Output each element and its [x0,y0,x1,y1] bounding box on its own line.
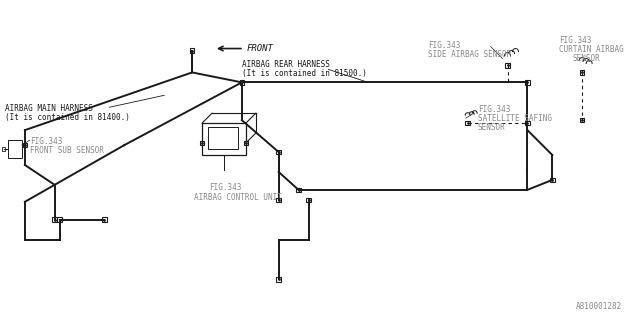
Text: SIDE AIRBAG SENSOR: SIDE AIRBAG SENSOR [428,50,511,59]
Bar [465,121,470,125]
Text: FIG.343: FIG.343 [477,105,510,114]
Bar [2,147,5,151]
Bar [550,178,555,182]
Bar [239,80,244,85]
Text: A810001282: A810001282 [576,302,622,311]
Bar [525,121,530,125]
Bar [58,218,62,222]
Bar [276,277,281,282]
Text: FRONT: FRONT [247,44,274,53]
Bar [8,140,22,158]
Text: SENSOR: SENSOR [477,123,506,132]
Text: SENSOR: SENSOR [572,53,600,62]
Text: SATELLITE SAFING: SATELLITE SAFING [477,114,552,123]
Bar [276,150,281,154]
Bar [200,141,204,145]
Bar [102,218,107,222]
Text: (It is contained in 81400.): (It is contained in 81400.) [5,113,130,122]
Bar [22,143,27,147]
Text: CURTAIN AIRBAG: CURTAIN AIRBAG [559,44,624,53]
Bar [202,123,246,155]
Bar [52,218,57,222]
Text: FIG.343: FIG.343 [209,183,241,192]
Bar [580,118,584,123]
Bar [505,63,510,68]
Bar [580,70,584,75]
Text: AIRBAG MAIN HARNESS: AIRBAG MAIN HARNESS [5,104,93,113]
Text: FIG.343: FIG.343 [30,137,62,146]
Bar [276,197,281,202]
Text: FIG.343: FIG.343 [559,36,591,44]
Bar [525,80,530,85]
Text: FRONT SUB SENSOR: FRONT SUB SENSOR [30,146,104,155]
Bar [296,188,301,192]
Bar [190,48,195,53]
Bar [306,197,311,202]
Text: (It is contained in 81500.): (It is contained in 81500.) [242,69,367,78]
Text: FIG.343: FIG.343 [428,41,460,50]
Bar [208,127,238,149]
Text: AIRBAG CONTROL UNIT: AIRBAG CONTROL UNIT [194,193,282,202]
Bar [244,141,248,145]
Text: AIRBAG REAR HARNESS: AIRBAG REAR HARNESS [242,60,330,69]
